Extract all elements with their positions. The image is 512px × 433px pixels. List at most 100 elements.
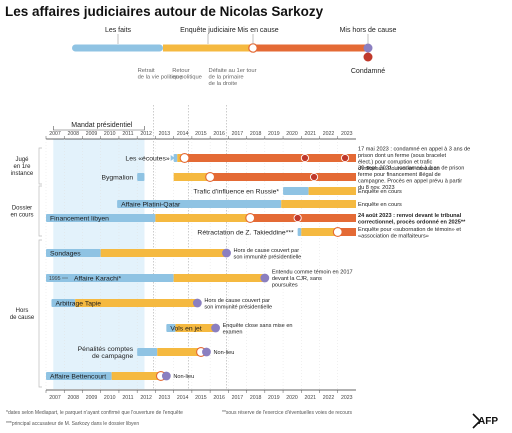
hors-de-cause-dot [192,298,202,308]
case-name: Vols en jet [170,325,201,332]
top-tick-label: 2017 [232,131,244,137]
bar-enquete [175,324,216,332]
top-tick-label: 2013 [159,131,171,137]
group-bracket [38,147,42,185]
top-tick-label: 2015 [195,131,207,137]
top-tick-label: 2011 [122,131,133,137]
legend-condamne-dot [363,52,373,62]
bar-enquete [301,228,338,236]
bottom-tick-label: 2019 [268,395,280,401]
legend-label-faits: Les faits [105,27,132,34]
case-name: Bygmalion [101,174,133,181]
case-note: Hors de cause couvert par son immunité pr… [234,248,302,260]
top-tick-label: 2016 [213,131,225,137]
case-note: Enquête en cours [358,189,402,195]
mis-en-cause-dot [179,153,190,163]
condamne-dot [341,153,350,163]
case-note: 24 août 2023 : renvoi devant le tribunal… [358,213,466,226]
case-name: Les «écoutes» [125,155,169,162]
bar-faits [46,249,101,257]
bar-enquete [155,214,251,222]
group-bracket [38,185,42,237]
hors-de-cause-dot [202,347,211,357]
legend-mis-en-cause-dot [248,43,258,53]
bar-faits [297,228,302,236]
case-row: Les «écoutes» 17 mai 2023 : condamné en a… [125,146,470,172]
bottom-tick-label: 2020 [286,395,298,401]
case-row: Sondages Hors de cause couvert par son imm… [46,248,301,260]
afp-logo: AFP [472,413,508,429]
bar-faits [51,299,76,307]
bar-enquete [281,200,356,208]
bottom-tick-label: 2021 [305,395,317,401]
top-tick-label: 2023 [341,131,353,137]
bar-mis-en-cause [250,214,356,222]
case-note: 30 sept. 2021 : condamné à 1 an de priso… [358,165,464,191]
afp-logo-arrow-icon [472,413,482,429]
case-row: Arbitrage Tapie Hors de cause couvert par… [51,298,272,310]
bar-enquete [308,187,356,195]
top-tick-label: 2010 [104,131,116,137]
start-label: 1995 [49,276,61,282]
legend-bar-faits [72,44,163,52]
condamne-dot [293,213,302,223]
top-tick-label: 2021 [305,131,317,137]
hors-de-cause-dot [161,371,171,381]
case-name: Affaire Bettencourt [50,373,106,380]
bar-faits [173,154,178,162]
mandat-band [53,139,145,389]
case-name: Financement libyen [50,215,109,222]
mis-en-cause-dot [245,213,256,223]
case-row: Rétractation de Z. Takieddine*** Enquête … [197,227,461,240]
case-name: Arbitrage Tapie [55,300,101,307]
condamne-dot [300,153,309,163]
afp-logo-bg [474,413,508,427]
bar-enquete [100,249,227,257]
case-name: Pénalités comptes de campagne [78,346,134,360]
bottom-tick-label: 2015 [195,395,207,401]
bar-enquete [75,299,198,307]
bottom-tick-label: 2017 [232,395,244,401]
case-row: Vols en jet Enquête close sans mise en exa… [166,323,293,335]
group-label: Hors de cause [10,308,35,321]
hors-de-cause-dot [260,273,270,283]
group-label: Jugé en 1re instance [11,157,34,177]
bar-mis-en-cause [337,228,356,236]
bar-faits [46,214,156,222]
top-tick-label: 2008 [67,131,79,137]
legend-label-enquete: Enquête judiciaire [180,27,236,34]
case-note: Enquête pour «subornation de témoin» et «… [358,227,461,240]
bar-enquete [111,372,161,380]
legend-bar-mis_en_cause [253,44,368,52]
hors-de-cause-dot [222,248,231,258]
footnote-2: **sous réserve de l'exercice d'éventuell… [222,410,353,416]
top-tick-label: 2022 [323,131,335,137]
case-name: Sondages [50,250,81,257]
bar-mis-en-cause [210,173,356,181]
bar-faits [283,187,309,195]
bar-enquete [173,274,265,282]
top-tick-label: 2007 [49,131,61,137]
bar-faits [117,200,282,208]
legend-label-condamne: Condamné [351,68,385,75]
bottom-tick-label: 2023 [341,395,353,401]
case-name: Affaire Karachi* [74,275,121,282]
top-tick-label: 2014 [177,131,189,137]
arrow-icon [170,155,175,161]
case-row: Pénalités comptes de campagne Non-lieu [78,346,235,360]
bar-faits [137,173,145,181]
mandat-bracket [52,126,145,131]
case-name: Rétractation de Z. Takieddine*** [197,229,294,236]
case-name: Affaire Platini-Qatar [121,201,181,208]
case-row: Affaire Platini-Qatar Enquête en cours [117,200,402,208]
afp-logo-text: AFP [478,416,498,427]
bar-faits [137,348,158,356]
mis-en-cause-dot [205,172,216,182]
bottom-tick-label: 2014 [177,395,189,401]
top-tick-label: 2009 [86,131,98,137]
bottom-tick-label: 2009 [86,395,98,401]
case-row: 1995 Affaire Karachi* Entendu comme témoin… [46,270,353,289]
top-tick-label: 2018 [250,131,262,137]
